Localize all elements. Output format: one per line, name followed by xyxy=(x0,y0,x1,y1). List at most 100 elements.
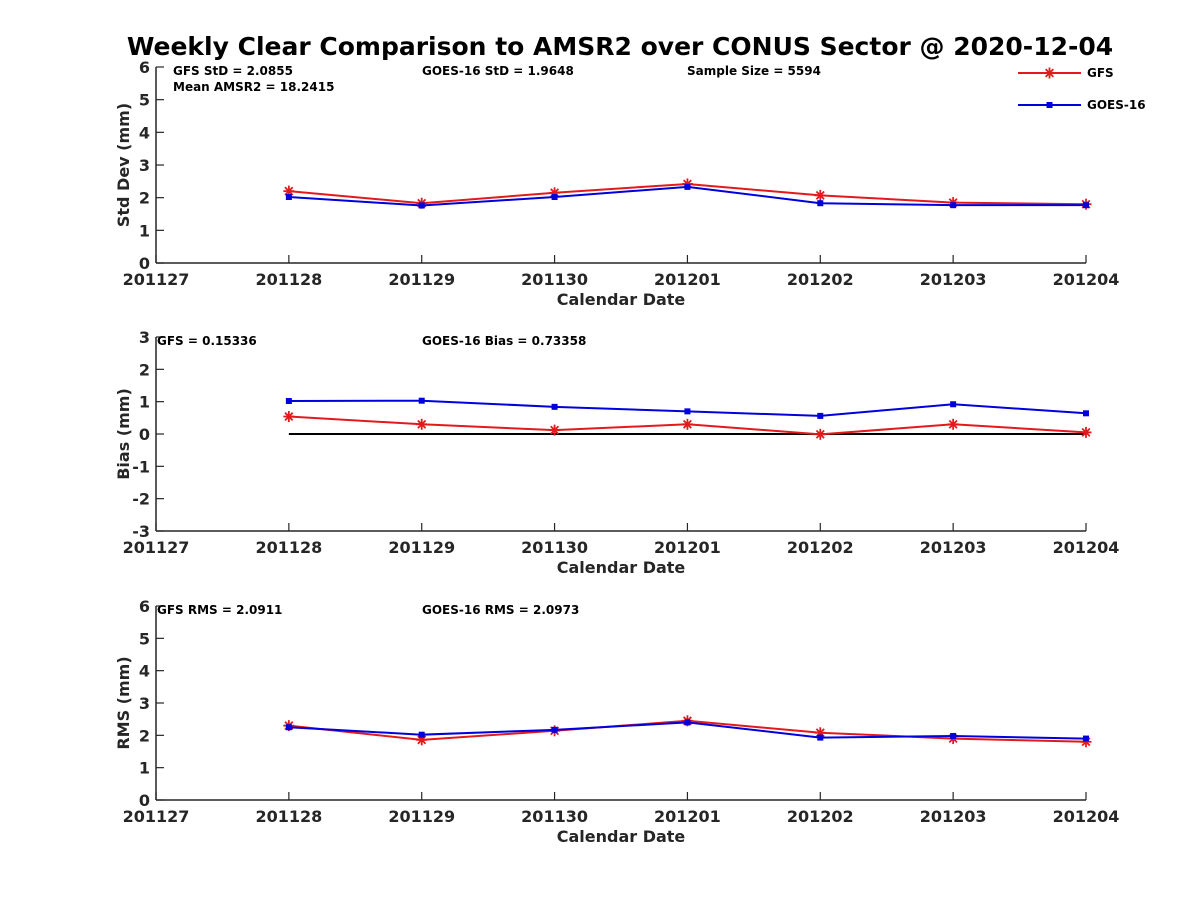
y-tick-label: 3 xyxy=(139,156,150,175)
x-axis-label: Calendar Date xyxy=(557,290,686,309)
x-tick-label: 201203 xyxy=(920,538,987,557)
x-tick-label: 201201 xyxy=(654,807,721,826)
data-point xyxy=(549,424,561,436)
y-axis-label: Std Dev (mm) xyxy=(114,103,133,227)
x-tick-label: 201129 xyxy=(388,270,455,289)
x-tick-label: 201128 xyxy=(255,270,322,289)
y-tick-label: 0 xyxy=(139,254,150,273)
x-tick-label: 201130 xyxy=(521,807,588,826)
stat-annotation: Mean AMSR2 = 18.2415 xyxy=(173,80,334,94)
data-point xyxy=(1083,735,1089,742)
data-point xyxy=(285,398,292,405)
x-axis-label: Calendar Date xyxy=(557,558,686,577)
y-tick-label: 5 xyxy=(139,629,150,648)
legend-label: GOES-16 xyxy=(1087,98,1146,112)
data-point xyxy=(681,418,693,430)
stat-annotation: GOES-16 RMS = 2.0973 xyxy=(422,603,579,617)
x-tick-label: 201204 xyxy=(1053,807,1120,826)
data-point xyxy=(551,403,558,410)
data-point xyxy=(950,732,957,739)
data-point xyxy=(1083,410,1089,417)
data-point xyxy=(817,412,824,419)
y-axis-label: RMS (mm) xyxy=(114,656,133,749)
y-tick-label: -1 xyxy=(132,457,150,476)
data-point xyxy=(1080,426,1092,438)
stat-annotation: Sample Size = 5594 xyxy=(687,64,821,78)
data-point xyxy=(947,418,959,430)
y-tick-label: 3 xyxy=(139,328,150,347)
x-tick-label: 201203 xyxy=(920,807,987,826)
x-tick-label: 201204 xyxy=(1053,270,1120,289)
data-point xyxy=(814,428,826,440)
y-tick-label: 1 xyxy=(139,221,150,240)
x-tick-label: 201130 xyxy=(521,538,588,557)
y-tick-label: 5 xyxy=(139,91,150,110)
y-tick-label: 4 xyxy=(139,123,150,142)
stat-annotation: GFS RMS = 2.0911 xyxy=(157,603,282,617)
data-point xyxy=(950,202,957,209)
legend-label: GFS xyxy=(1087,66,1114,80)
data-point xyxy=(814,189,826,201)
y-tick-label: 4 xyxy=(139,662,150,681)
data-point xyxy=(418,397,425,404)
x-tick-label: 201204 xyxy=(1053,538,1120,557)
y-tick-label: 3 xyxy=(139,694,150,713)
y-tick-label: 2 xyxy=(139,189,150,208)
series-goes-16 xyxy=(285,183,1089,209)
y-tick-label: -2 xyxy=(132,490,150,509)
data-point xyxy=(551,726,558,733)
stat-annotation: GOES-16 StD = 1.9648 xyxy=(422,64,574,78)
x-tick-label: 201128 xyxy=(255,807,322,826)
x-tick-label: 201202 xyxy=(787,538,854,557)
legend-entry-gfs: GFS xyxy=(1018,66,1114,80)
stat-annotation: GOES-16 Bias = 0.73358 xyxy=(422,334,586,348)
y-tick-label: 2 xyxy=(139,726,150,745)
data-point xyxy=(684,183,691,190)
series-goes-16 xyxy=(285,397,1089,419)
subplot-2: -3 -2 -1 0 1 2 3 201127 201128 201129 201130 201201… xyxy=(114,328,1119,577)
y-tick-label: 6 xyxy=(139,58,150,77)
data-point xyxy=(817,200,824,207)
y-tick-label: 2 xyxy=(139,360,150,379)
data-point xyxy=(285,724,292,731)
data-point xyxy=(684,408,691,415)
x-tick-label: 201202 xyxy=(787,807,854,826)
x-tick-label: 201129 xyxy=(388,538,455,557)
series-goes-16 xyxy=(285,719,1089,742)
data-point xyxy=(416,418,428,430)
legend-entry-goes-16: GOES-16 xyxy=(1018,98,1146,112)
data-point xyxy=(418,731,425,738)
y-tick-label: 6 xyxy=(139,597,150,616)
chart-title: Weekly Clear Comparison to AMSR2 over CO… xyxy=(127,32,1113,61)
subplots: 0 1 2 3 4 5 6 201127 201128 201129 201130 201201 201… xyxy=(114,58,1119,846)
subplot-3: 0 1 2 3 4 5 6 201127 201128 201129 201130 201201 201… xyxy=(114,597,1119,846)
data-point xyxy=(283,411,295,423)
legend-marker xyxy=(1044,67,1055,79)
x-tick-label: 201127 xyxy=(123,538,190,557)
x-tick-label: 201129 xyxy=(388,807,455,826)
data-point xyxy=(950,401,957,408)
legend-marker xyxy=(1046,102,1053,108)
data-point xyxy=(285,194,292,201)
series-gfs xyxy=(283,411,1092,440)
subplot-1: 0 1 2 3 4 5 6 201127 201128 201129 201130 201201 201… xyxy=(114,58,1119,309)
x-tick-label: 201127 xyxy=(123,270,190,289)
data-point xyxy=(1083,202,1089,209)
y-tick-label: 1 xyxy=(139,393,150,412)
legend: GFS GOES-16 xyxy=(1018,66,1146,112)
x-tick-label: 201202 xyxy=(787,270,854,289)
x-tick-label: 201130 xyxy=(521,270,588,289)
data-point xyxy=(817,734,824,741)
y-tick-label: 1 xyxy=(139,759,150,778)
y-tick-label: -3 xyxy=(132,522,150,541)
x-tick-label: 201128 xyxy=(255,538,322,557)
y-axis-label: Bias (mm) xyxy=(114,388,133,480)
x-tick-label: 201201 xyxy=(654,538,721,557)
x-axis-label: Calendar Date xyxy=(557,827,686,846)
data-point xyxy=(418,202,425,209)
data-point xyxy=(684,719,691,726)
x-tick-label: 201201 xyxy=(654,270,721,289)
x-tick-label: 201203 xyxy=(920,270,987,289)
data-point xyxy=(551,194,558,201)
